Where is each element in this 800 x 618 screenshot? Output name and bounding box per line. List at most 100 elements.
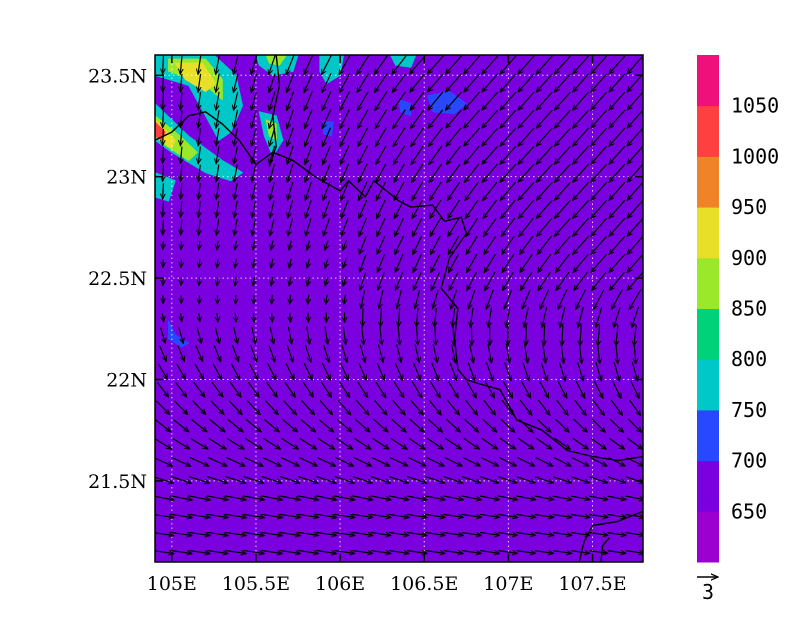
x-tick-label: 107E [483, 573, 533, 595]
wind-vector [537, 235, 552, 254]
wind-vector [590, 437, 606, 449]
wind-vector [412, 235, 423, 254]
wind-vector [170, 549, 192, 553]
wind-vector [263, 437, 280, 449]
wind-vector [573, 199, 589, 218]
wind-vector [589, 551, 608, 554]
wind-vector [243, 476, 264, 484]
wind-vector [450, 344, 456, 363]
wind-vector [252, 200, 257, 218]
wind-vector [357, 163, 368, 183]
wind-vector [482, 73, 499, 92]
wind-vector [377, 236, 386, 254]
wind-vector [286, 73, 295, 92]
wind-vector [627, 73, 643, 92]
wind-vector [488, 307, 493, 328]
wind-vector [591, 91, 608, 110]
wind-vector [163, 92, 164, 109]
wind-vector [286, 344, 293, 362]
wind-vector [306, 218, 312, 237]
wind-vector [411, 127, 425, 147]
wind-vector [518, 145, 535, 164]
wind-vector [305, 181, 312, 200]
wind-vector [573, 127, 589, 146]
wind-vector [609, 236, 626, 254]
wind-vector [243, 549, 264, 553]
wind-vector [298, 476, 318, 484]
wind-vector [198, 55, 201, 75]
wind-vector [634, 343, 636, 363]
wind-vector [625, 476, 643, 483]
wind-vector [500, 73, 517, 92]
wind-vector [242, 495, 265, 500]
wind-vector [627, 55, 643, 74]
wind-vector [516, 495, 536, 500]
boundary-line [600, 537, 610, 562]
wind-vector [479, 533, 500, 536]
wind-vector [557, 289, 568, 310]
wind-vector [598, 343, 600, 364]
wind-vector [573, 181, 589, 200]
wind-vector [554, 437, 571, 449]
wind-vector [486, 289, 494, 309]
wind-vector [343, 258, 346, 269]
wind-vector [325, 326, 328, 345]
wind-vector [216, 164, 219, 182]
wind-vector [321, 109, 332, 129]
wind-vector [178, 327, 184, 344]
wind-vector [246, 400, 260, 415]
wind-vector [287, 127, 294, 147]
wind-vector [594, 289, 605, 310]
colorbar-swatch [697, 409, 719, 462]
wind-vector [224, 531, 247, 535]
wind-vector [518, 109, 535, 128]
wind-vector [269, 145, 276, 164]
wind-vector [352, 513, 373, 517]
wind-vector [216, 200, 219, 218]
colorbar-swatch [697, 308, 719, 360]
wind-vector [425, 513, 445, 517]
wind-vector [414, 344, 419, 362]
wind-vector [214, 327, 219, 344]
wind-vector [536, 127, 553, 146]
wind-vector [554, 217, 571, 236]
wind-vector [250, 345, 257, 362]
wind-vector [287, 182, 294, 200]
wind-vector [269, 91, 276, 111]
wind-vector [269, 73, 276, 92]
wind-vector [171, 456, 191, 467]
wind-vector [180, 73, 182, 92]
wind-vector [598, 325, 600, 346]
colorbar-label: 800 [731, 347, 767, 371]
wind-vector [392, 400, 405, 415]
wind-vector [189, 456, 209, 467]
wind-vector [591, 181, 608, 200]
wind-vector [252, 164, 257, 182]
wind-vector [536, 163, 553, 182]
wind-vector [556, 399, 569, 415]
x-tick-label: 106.5E [390, 573, 458, 595]
wind-vector [430, 235, 441, 255]
wind-vector [555, 253, 570, 272]
wind-vector [536, 55, 553, 74]
wind-vector [607, 515, 626, 518]
wind-vector [340, 91, 351, 111]
wind-vector [343, 240, 347, 251]
wind-vector [315, 513, 337, 517]
wind-vector [573, 109, 589, 128]
wind-vector [609, 55, 626, 74]
wind-vector [393, 145, 406, 165]
wind-vector [390, 437, 407, 449]
wind-vector [517, 437, 534, 449]
y-tick-label: 22N [106, 369, 147, 391]
wind-vector [207, 476, 228, 484]
wind-vector [216, 146, 219, 164]
wind-vector [376, 145, 387, 165]
wind-vector [302, 381, 314, 398]
wind-vector [608, 457, 626, 467]
wind-vector [397, 290, 402, 308]
wind-vector [290, 294, 291, 304]
wind-vector [428, 91, 444, 110]
wind-vector [155, 438, 171, 449]
wind-vector [481, 437, 498, 449]
